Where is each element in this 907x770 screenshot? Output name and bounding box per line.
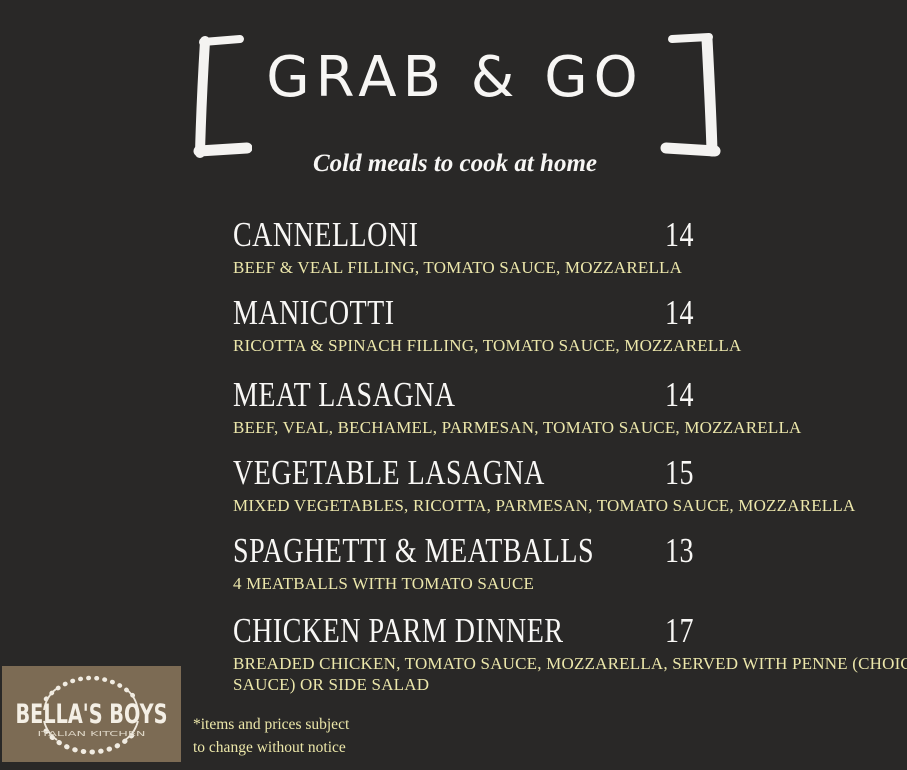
- menu-item-description: 4 MEATBALLS WITH TOMATO SAUCE: [233, 574, 535, 593]
- menu-item-price: 13: [665, 531, 694, 571]
- menu-item-name: SPAGHETTI & MEATBALLS: [233, 531, 595, 571]
- right-bracket-icon: [660, 32, 722, 163]
- logo-background: [2, 666, 181, 762]
- logo-tagline: ITALIAN KITCHEN: [38, 730, 146, 738]
- menu-item-name: MEAT LASAGNA: [233, 375, 456, 415]
- menu-title: GRAB & GO: [266, 45, 644, 110]
- menu-item-price: 17: [665, 611, 694, 651]
- menu-item: VEGETABLE LASAGNA 15 MIXED VEGETABLES, R…: [233, 453, 907, 516]
- menu-item-price: 14: [665, 375, 694, 415]
- logo-arc-accent-icon: [43, 720, 58, 741]
- menu-item-description: BREADED CHICKEN, TOMATO SAUCE, MOZZARELL…: [233, 654, 907, 694]
- menu-item-description: BEEF & VEAL FILLING, TOMATO SAUCE, MOZZA…: [233, 258, 683, 277]
- menu-item: CHICKEN PARM DINNER 17 BREADED CHICKEN, …: [233, 611, 907, 695]
- menu-item-name: CHICKEN PARM DINNER: [233, 611, 564, 651]
- logo-arc-accent-icon: [125, 688, 139, 711]
- menu-item-description: BEEF, VEAL, BECHAMEL, PARMESAN, TOMATO S…: [233, 418, 802, 437]
- menu-item-description: RICOTTA & SPINACH FILLING, TOMATO SAUCE,…: [233, 336, 742, 355]
- menu-item-price: 14: [665, 215, 694, 255]
- menu-item: SPAGHETTI & MEATBALLS 13 4 MEATBALLS WIT…: [233, 531, 907, 594]
- menu-item-description: MIXED VEGETABLES, RICOTTA, PARMESAN, TOM…: [233, 496, 856, 515]
- menu-item-name: VEGETABLE LASAGNA: [233, 453, 545, 493]
- logo-arc-accent-icon: [124, 720, 139, 741]
- footnote-line: *items and prices subject: [193, 716, 350, 733]
- menu-item-name: CANNELLONI: [233, 215, 419, 255]
- logo-name: BELLA'S BOYS: [16, 699, 168, 730]
- menu-item-price: 14: [665, 293, 694, 333]
- menu-item: CANNELLONI 14 BEEF & VEAL FILLING, TOMAT…: [233, 215, 907, 278]
- left-bracket-icon: [190, 34, 253, 165]
- menu-item: MANICOTTI 14 RICOTTA & SPINACH FILLING, …: [233, 293, 907, 356]
- footnote: *items and prices subject to change with…: [193, 714, 349, 759]
- footnote-line: to change without notice: [193, 738, 346, 756]
- menu-item-price: 15: [665, 453, 694, 493]
- menu-item-name: MANICOTTI: [233, 293, 395, 333]
- menu-item: MEAT LASAGNA 14 BEEF, VEAL, BECHAMEL, PA…: [233, 375, 907, 438]
- logo-arc-accent-icon: [43, 688, 57, 711]
- bellas-boys-logo: BELLA'S BOYS ITALIAN KITCHEN: [2, 666, 181, 762]
- menu-subtitle: Cold meals to cook at home: [312, 150, 598, 177]
